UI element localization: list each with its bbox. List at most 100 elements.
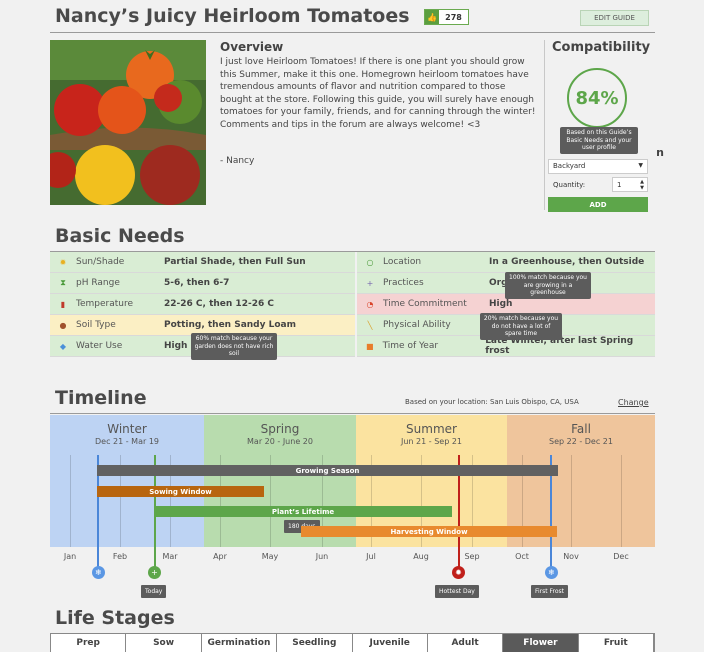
month-label: Aug (413, 552, 429, 561)
location-select-value: Backyard (553, 162, 586, 170)
compatibility-title: Compatibility (552, 40, 651, 55)
tab-sow[interactable]: Sow (126, 634, 202, 652)
basic-need-row: ✹ Sun/Shade Partial Shade, then Full Sun (50, 252, 355, 273)
quantity-value: 1 (617, 181, 622, 189)
page-title: Nancy’s Juicy Heirloom Tomatoes (55, 5, 410, 27)
basic-needs-divider (50, 251, 655, 252)
basic-need-value: In a Greenhouse, then Outside (489, 257, 645, 267)
snowflake-icon[interactable]: ❄ (92, 566, 105, 579)
tomatoes-photo (50, 40, 206, 205)
season-dates: Sep 22 - Dec 21 (549, 437, 613, 446)
quantity-stepper[interactable]: 1 ▲ ▼ (612, 177, 648, 192)
last-frost-line (97, 455, 99, 568)
basic-need-value: Org (489, 278, 508, 288)
overview-title: Overview (220, 40, 284, 54)
tab-adult[interactable]: Adult (428, 634, 504, 652)
compatibility-tooltip: Based on this Guide’s Basic Needs and yo… (560, 127, 638, 154)
month-label: Jun (315, 552, 329, 561)
basic-need-row: ⧗ pH Range 5-6, then 6-7 (50, 273, 355, 294)
basic-need-label: Time Commitment (383, 299, 467, 309)
tab-prep[interactable]: Prep (51, 634, 127, 652)
edit-guide-button[interactable]: EDIT GUIDE (580, 10, 649, 26)
like-count: 278 (445, 12, 462, 22)
basic-needs-title: Basic Needs (55, 225, 185, 247)
stepper-arrows-icon[interactable]: ▲ ▼ (640, 179, 644, 191)
location-select[interactable]: Backyard ▼ (548, 159, 648, 174)
basic-need-value: 5-6, then 6-7 (164, 278, 230, 288)
season-name: Spring (260, 422, 300, 436)
soil-match-tooltip: 60% match because your garden does not h… (191, 333, 277, 360)
basic-need-value: Potting, then Sandy Loam (164, 320, 296, 330)
change-location-link[interactable]: Change (618, 398, 649, 407)
basic-need-label: Temperature (76, 299, 134, 309)
month-label: Sep (464, 552, 480, 561)
overview-divider (544, 40, 545, 210)
season-dates: Dec 21 - Mar 19 (95, 437, 159, 446)
tab-juvenile[interactable]: Juvenile (353, 634, 428, 652)
basic-needs-right-column: ○ Location In a Greenhouse, then Outside + P… (357, 252, 655, 357)
basic-need-label: pH Range (76, 278, 120, 288)
clock-icon: ◔ (366, 299, 374, 309)
basic-needs-left-column: ✹ Sun/Shade Partial Shade, then Full Sun ⧗ p… (50, 252, 355, 357)
tab-seedling[interactable]: Seedling (277, 634, 353, 652)
time-match-tooltip: 20% match because you do not have a lot … (480, 313, 562, 340)
basic-need-label: Practices (383, 278, 424, 288)
sun-icon: ✹ (59, 257, 67, 267)
tab-germination[interactable]: Germination (202, 634, 278, 652)
tab-fruit[interactable]: Fruit (579, 634, 654, 652)
water-drop-icon: ◆ (59, 341, 67, 351)
first-frost-tag: First Frost (531, 585, 569, 598)
like-button[interactable]: 👍 278 (424, 9, 469, 25)
timeline-divider (50, 413, 655, 414)
growing-season-bar[interactable]: Growing Season (97, 465, 558, 476)
timeline-title: Timeline (55, 387, 147, 409)
month-label: Jul (366, 552, 376, 561)
life-stages-tabs: Prep Sow Germination Seedling Juvenile Adult F… (50, 633, 655, 652)
month-label: Feb (112, 552, 128, 561)
basic-need-label: Physical Ability (383, 320, 451, 330)
basic-need-value: 22-26 C, then 12-26 C (164, 299, 274, 309)
sowing-window-bar[interactable]: Sowing Window (97, 486, 264, 497)
today-tag: Today (141, 585, 167, 598)
life-stages-title: Life Stages (55, 607, 175, 629)
sun-marker-icon[interactable]: ✹ (452, 566, 465, 579)
plants-lifetime-bar[interactable]: Plant’s Lifetime (154, 506, 452, 517)
season-summer: Summer Jun 21 - Sep 21 (356, 415, 507, 547)
basic-need-value: High (164, 341, 188, 351)
month-label: Jan (63, 552, 77, 561)
month-label: Dec (613, 552, 629, 561)
basic-need-label: Location (383, 257, 422, 267)
season-spring: Spring Mar 20 - June 20 (204, 415, 356, 547)
season-name: Summer (406, 422, 457, 436)
hottest-day-line (458, 455, 460, 568)
basic-need-value: High (489, 299, 513, 309)
season-dates: Jun 21 - Sep 21 (401, 437, 462, 446)
location-icon: ○ (366, 257, 374, 267)
compatibility-score: 84% (567, 68, 627, 128)
basic-need-row: ○ Location In a Greenhouse, then Outside (357, 252, 655, 273)
snowflake-icon[interactable]: ❄ (545, 566, 558, 579)
season-name: Fall (571, 422, 591, 436)
chevron-down-icon: ▼ (638, 162, 643, 169)
tab-flower[interactable]: Flower (503, 634, 579, 652)
month-label: Oct (515, 552, 529, 561)
month-label: Mar (162, 552, 178, 561)
month-label: Apr (213, 552, 227, 561)
plus-icon[interactable]: + (148, 566, 161, 579)
first-frost-line (550, 455, 552, 568)
timeline-location-text: Based on your location: San Luis Obispo,… (405, 398, 579, 406)
season-dates: Mar 20 - June 20 (247, 437, 313, 446)
add-heading-fragment: n (656, 146, 664, 159)
basic-need-label: Time of Year (382, 341, 439, 351)
quantity-label: Quantity: (553, 181, 586, 189)
add-button[interactable]: ADD (548, 197, 648, 212)
location-match-tooltip: 100% match because you are growing in a … (505, 272, 591, 299)
thermometer-icon: ▮ (60, 299, 66, 309)
season-winter: Winter Dec 21 - Mar 19 (50, 415, 204, 547)
calendar-icon: ■ (366, 341, 374, 351)
basic-need-label: Soil Type (76, 320, 116, 330)
harvesting-window-bar[interactable]: Harvesting Window (301, 526, 557, 537)
basic-need-value: Partial Shade, then Full Sun (164, 257, 306, 267)
basic-need-label: Sun/Shade (76, 257, 125, 267)
overview-text: I just love Heirloom Tomatoes! If there … (220, 57, 536, 130)
